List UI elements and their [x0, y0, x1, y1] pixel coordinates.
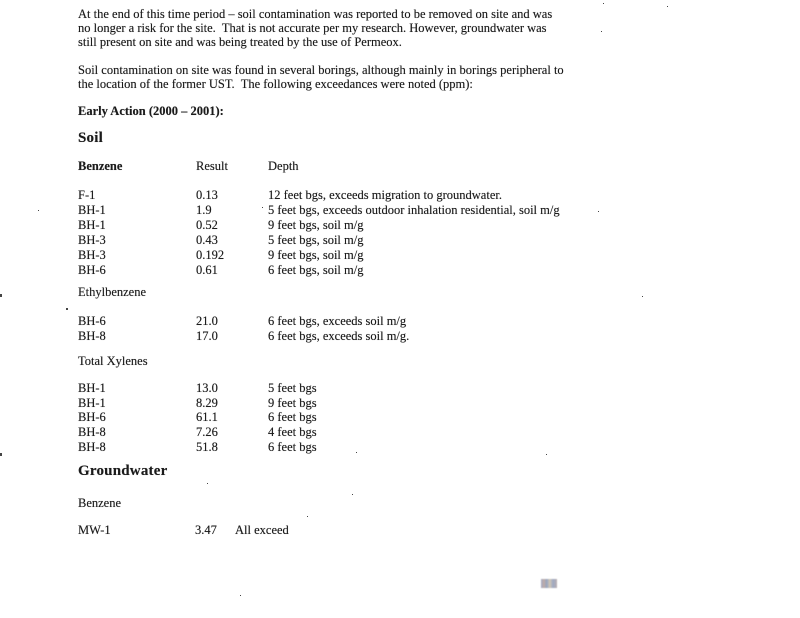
cell-depth: 6 feet bgs [268, 440, 317, 454]
cell-result: 0.13 [196, 188, 218, 202]
cell-result: 7.26 [196, 425, 218, 439]
scan-speck [598, 211, 599, 212]
scan-speck [207, 483, 208, 484]
table-row: BH-3 0.43 5 feet bgs, soil m/g [78, 233, 778, 248]
scan-speck [307, 516, 308, 517]
scan-speck [38, 210, 39, 211]
cell-location: BH-6 [78, 410, 106, 424]
cell-depth: 6 feet bgs, soil m/g [268, 263, 364, 277]
scan-speck [601, 31, 602, 32]
cell-result: 13.0 [196, 381, 218, 395]
cell-location: BH-1 [78, 218, 106, 232]
paragraph-line: no longer a risk for the site. That is n… [78, 21, 547, 36]
cell-depth: 12 feet bgs, exceeds migration to ground… [268, 188, 502, 202]
soil-section-heading: Soil [78, 130, 103, 146]
cell-result: 0.52 [196, 218, 218, 232]
paragraph-borings: Soil contamination on site was found in … [78, 63, 564, 91]
column-header-analyte: Benzene [78, 159, 123, 173]
early-action-heading: Early Action (2000 – 2001): [78, 104, 224, 118]
cell-result: 3.47 [195, 523, 217, 537]
cell-location: BH-3 [78, 233, 106, 247]
scan-speck [240, 595, 241, 596]
paragraph-line: At the end of this time period – soil co… [78, 7, 553, 21]
cell-result: 8.29 [196, 396, 218, 410]
cell-depth: 9 feet bgs [268, 396, 317, 410]
groundwater-benzene-label: Benzene [78, 496, 122, 510]
cell-depth: 6 feet bgs, exceeds soil m/g [268, 314, 407, 328]
cell-result: 17.0 [196, 329, 218, 343]
table-row: MW-1 3.47 All exceed [78, 523, 778, 538]
paragraph-line: the location of the former UST. The foll… [78, 77, 473, 92]
scan-speck [603, 3, 604, 4]
cell-location: BH-3 [78, 248, 106, 262]
cell-depth: 4 feet bgs [268, 425, 317, 439]
table-header-row: Benzene Result Depth [78, 159, 778, 174]
cell-location: F-1 [78, 188, 96, 202]
cell-location: BH-1 [78, 203, 106, 217]
cell-depth: 6 feet bgs, exceeds soil m/g. [268, 329, 410, 343]
cell-location: BH-8 [78, 440, 106, 454]
cell-depth: 9 feet bgs, soil m/g [268, 248, 364, 262]
cell-location: BH-8 [78, 329, 106, 343]
table-row: BH-6 0.61 6 feet bgs, soil m/g [78, 263, 778, 278]
paragraph-intro: At the end of this time period – soil co… [78, 7, 552, 50]
scan-speck [352, 494, 353, 495]
cell-result: 0.61 [196, 263, 218, 277]
table-row: F-1 0.13 12 feet bgs, exceeds migration … [78, 188, 778, 203]
table-row: BH-1 0.52 9 feet bgs, soil m/g [78, 218, 778, 233]
cell-location: BH-6 [78, 263, 106, 277]
cell-location: MW-1 [78, 523, 111, 537]
table-row: BH-1 8.29 9 feet bgs [78, 396, 778, 411]
cell-location: BH-6 [78, 314, 106, 328]
groundwater-section-heading: Groundwater [78, 463, 168, 479]
cell-depth: 6 feet bgs [268, 410, 317, 424]
cell-depth: 5 feet bgs, exceeds outdoor inhalation r… [268, 203, 560, 217]
cell-result: 51.8 [196, 440, 218, 454]
paragraph-line: Soil contamination on site was found in … [78, 63, 564, 77]
table-row: BH-8 17.0 6 feet bgs, exceeds soil m/g. [78, 329, 778, 344]
cell-location: BH-8 [78, 425, 106, 439]
scan-speck [0, 453, 2, 456]
cell-depth: 5 feet bgs, soil m/g [268, 233, 364, 247]
scan-speck [0, 294, 2, 297]
cell-result: 0.192 [196, 248, 225, 262]
cell-result: 1.9 [196, 203, 212, 217]
cell-depth: 9 feet bgs, soil m/g [268, 218, 364, 232]
table-row: BH-8 7.26 4 feet bgs [78, 425, 778, 440]
table-row: BH-6 21.0 6 feet bgs, exceeds soil m/g [78, 314, 778, 329]
cell-result: 21.0 [196, 314, 218, 328]
scan-speck [642, 296, 643, 297]
scan-speck [546, 454, 547, 455]
scan-color-artifact [541, 579, 557, 588]
scan-speck [262, 207, 263, 208]
table-row: BH-6 61.1 6 feet bgs [78, 410, 778, 425]
scan-speck [66, 308, 68, 310]
cell-result: 0.43 [196, 233, 218, 247]
column-header-result: Result [196, 159, 228, 173]
table-row: BH-8 51.8 6 feet bgs [78, 440, 778, 455]
column-header-depth: Depth [268, 159, 299, 173]
total-xylenes-label: Total Xylenes [78, 354, 148, 368]
table-row: BH-3 0.192 9 feet bgs, soil m/g [78, 248, 778, 263]
scan-speck [667, 6, 668, 7]
cell-location: BH-1 [78, 396, 106, 410]
cell-location: BH-1 [78, 381, 106, 395]
scan-speck [356, 452, 357, 453]
table-row: BH-1 13.0 5 feet bgs [78, 381, 778, 396]
table-row: BH-1 1.9 5 feet bgs, exceeds outdoor inh… [78, 203, 778, 218]
ethylbenzene-label: Ethylbenzene [78, 285, 147, 299]
cell-result: 61.1 [196, 410, 218, 424]
cell-note: All exceed [235, 523, 289, 537]
cell-depth: 5 feet bgs [268, 381, 317, 395]
paragraph-line: still present on site and was being trea… [78, 35, 402, 50]
